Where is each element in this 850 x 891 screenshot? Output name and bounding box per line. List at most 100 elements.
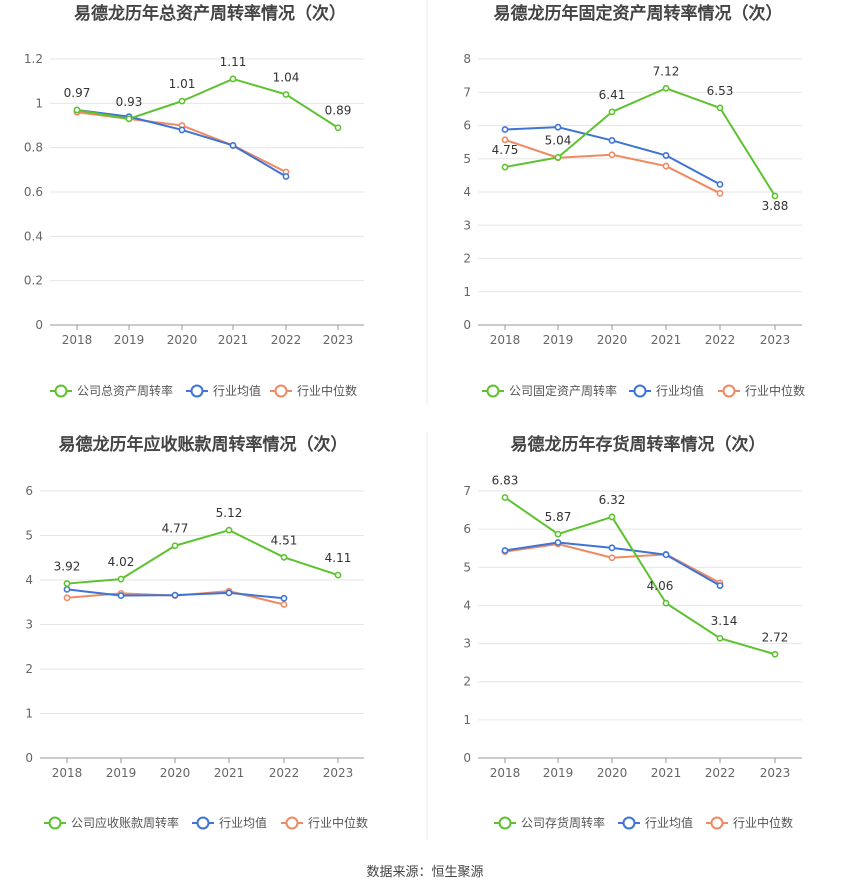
legend-label: 行业均值: [213, 383, 261, 398]
data-point: [662, 84, 670, 92]
legend-label: 行业中位数: [745, 383, 805, 398]
data-point: [225, 526, 233, 534]
data-point: [171, 591, 179, 599]
data-point: [771, 192, 779, 200]
data-point: [171, 542, 179, 550]
chart-panel-4: 易德龙历年存货周转率情况（次） 0 1 2 3 4 5 6 7 2018 2019 2020 2021 2…: [463, 434, 802, 830]
series-industry-mean: [63, 585, 288, 602]
x-tick-label: 2019: [543, 766, 574, 780]
legend-swatch-marker: [622, 816, 636, 830]
x-tick-label: 2019: [106, 766, 137, 780]
series-line: [76, 108, 287, 178]
legend: 公司存货周转率 行业均值 行业中位数: [494, 815, 793, 830]
chart-title: 易德龙历年存货周转率情况（次）: [511, 434, 766, 455]
data-label: 6.32: [599, 493, 626, 507]
data-point: [229, 142, 237, 149]
legend-swatch-marker: [285, 816, 299, 830]
legend-swatch-marker: [48, 816, 62, 830]
data-point: [501, 494, 509, 501]
y-tick-label: 6: [25, 484, 33, 498]
y-tick-label: 4: [463, 598, 471, 612]
data-label: 4.02: [108, 555, 135, 569]
y-tick-label: 0.6: [24, 185, 43, 199]
x-tick-label: 2018: [52, 766, 83, 780]
data-label: 0.93: [116, 95, 143, 109]
y-tick-label: 0: [35, 318, 43, 332]
legend-label: 公司总资产周转率: [77, 383, 173, 398]
legend-item: 行业中位数: [281, 815, 368, 830]
legend-item: 公司存货周转率: [494, 815, 605, 830]
series-line: [76, 77, 339, 129]
series-industry-median: [501, 136, 724, 197]
legend-item: 行业均值: [629, 383, 704, 398]
legend: 公司应收账款周转率 行业均值 行业中位数: [44, 815, 368, 830]
data-point: [117, 575, 125, 583]
x-tick-label: 2018: [490, 766, 521, 780]
data-label: 1.11: [220, 55, 247, 69]
x-tick-label: 2021: [214, 766, 245, 780]
x-tick-label: 2021: [218, 333, 249, 347]
data-point: [662, 162, 670, 170]
legend-item: 行业中位数: [718, 383, 805, 398]
x-tick-label: 2019: [543, 333, 574, 347]
data-point: [280, 601, 288, 608]
y-tick-label: 1: [35, 96, 43, 110]
x-tick-label: 2018: [490, 333, 521, 347]
data-point: [716, 582, 724, 589]
series-company: 3.92 4.02 4.77 5.12 4.51 4.11: [54, 506, 351, 587]
data-point: [662, 551, 670, 559]
x-tick-label: 2020: [597, 333, 628, 347]
legend-swatch-marker: [710, 816, 724, 830]
y-tick-label: 0: [463, 751, 471, 765]
x-tick-label: 2022: [269, 766, 300, 780]
chart-panel-1: 易德龙历年总资产周转率情况（次） 0 0.2 0.4 0.6 0.8 1 1.2 2018 201…: [24, 3, 364, 398]
data-point: [334, 124, 342, 132]
legend-item: 公司固定资产周转率: [482, 383, 617, 398]
data-point: [501, 163, 509, 171]
legend-swatch-marker: [722, 384, 736, 398]
y-tick-label: 7: [463, 85, 471, 99]
legend-swatch-marker: [190, 384, 204, 398]
data-point: [501, 136, 509, 144]
data-label: 6.53: [707, 84, 734, 98]
data-label: 1.01: [169, 77, 196, 91]
data-point: [73, 106, 81, 114]
x-tick-label: 2023: [323, 333, 354, 347]
data-label: 3.92: [54, 560, 81, 574]
y-tick-label: 7: [463, 484, 471, 498]
legend-swatch-marker: [498, 816, 512, 830]
series-company: 4.75 5.04 6.41 7.12 6.53 3.88: [492, 64, 789, 213]
x-tick-label: 2023: [323, 766, 354, 780]
data-label: 0.97: [64, 86, 91, 100]
legend-swatch-marker: [54, 384, 68, 398]
series-industry-mean: [501, 539, 724, 589]
y-tick-label: 4: [25, 573, 33, 587]
series-line: [66, 529, 339, 585]
legend-label: 行业中位数: [308, 815, 368, 830]
x-tick-label: 2021: [651, 333, 682, 347]
data-label: 2.72: [762, 630, 789, 644]
data-point: [608, 108, 616, 116]
data-label: 5.12: [216, 506, 243, 520]
legend-swatch-marker: [274, 384, 288, 398]
source-note: 数据来源：恒生聚源: [366, 865, 483, 880]
legend-swatch-marker: [196, 816, 210, 830]
data-point: [282, 91, 290, 98]
data-point: [662, 599, 670, 607]
y-tick-label: 2: [463, 252, 471, 266]
data-label: 3.14: [711, 614, 738, 628]
data-label: 5.04: [545, 133, 572, 147]
chart-title: 易德龙历年固定资产周转率情况（次）: [494, 3, 783, 24]
y-tick-label: 0.2: [24, 274, 43, 288]
data-point: [554, 154, 562, 161]
data-point: [554, 530, 562, 538]
legend-label: 公司固定资产周转率: [509, 383, 617, 398]
y-tick-label: 8: [463, 52, 471, 66]
y-tick-label: 0: [25, 751, 33, 765]
chart-panel-2: 易德龙历年固定资产周转率情况（次） 0 1 2 3 4 5 6 7 8 2018 2019 2020 20…: [463, 3, 805, 398]
chart-title: 易德龙历年应收账款周转率情况（次）: [59, 434, 348, 455]
data-point: [608, 151, 616, 159]
y-tick-label: 0.8: [24, 141, 43, 155]
y-tick-label: 2: [463, 675, 471, 689]
